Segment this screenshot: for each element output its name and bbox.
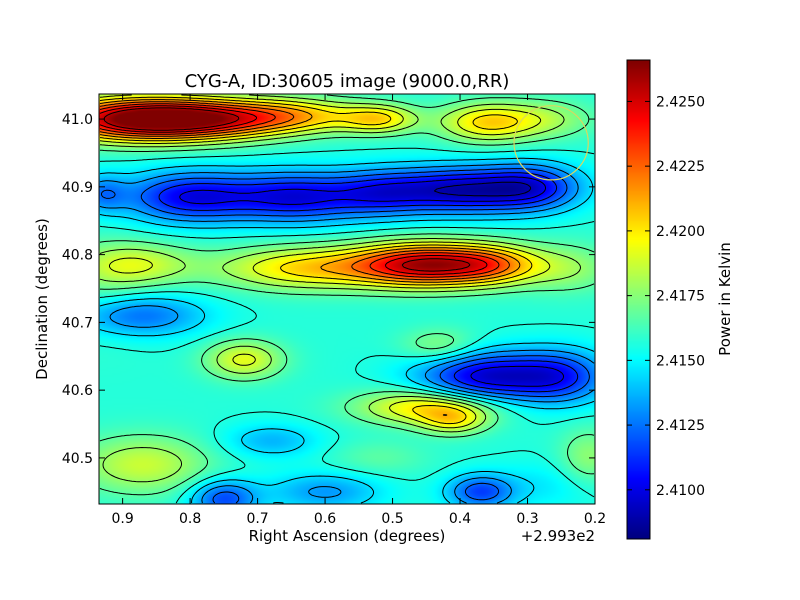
y-tick-label: 40.5 [62, 451, 93, 467]
x-axis-ticks: 0.9 0.8 0.7 0.6 0.5 0.4 0.3 0.2 [111, 94, 606, 527]
y-axis-ticks: 40.5 40.6 40.7 40.8 40.9 41.0 [62, 112, 595, 467]
colorbar-gradient [627, 60, 650, 539]
colorbar-frame [626, 59, 651, 540]
contour-path [99, 94, 595, 504]
colorbar: 2.4100 2.4125 2.4150 2.4175 2.4200 2.4225 2.42… [626, 59, 734, 540]
chart-title: CYG-A, ID:30605 image (9000.0,RR) [185, 71, 510, 92]
colorbar-label: Power in Kelvin [716, 242, 734, 356]
x-tick-label: 0.8 [179, 511, 201, 527]
x-tick-label: 0.7 [246, 511, 268, 527]
contour-lines [99, 94, 595, 504]
heatmap-image [99, 94, 595, 504]
y-tick-label: 40.7 [62, 315, 93, 331]
y-tick-label: 40.6 [62, 383, 93, 399]
colorbar-tick-label: 2.4200 [656, 224, 705, 240]
y-tick-label: 40.9 [62, 180, 93, 196]
y-tick-label: 40.8 [62, 248, 93, 264]
y-tick-label: 41.0 [62, 112, 93, 128]
x-axis-offset-label: +2.993e2 [521, 527, 595, 545]
plot-frame [98, 93, 596, 505]
colorbar-tick-label: 2.4150 [656, 353, 705, 369]
x-tick-label: 0.9 [111, 511, 133, 527]
x-tick-label: 0.4 [449, 511, 471, 527]
x-tick-label: 0.6 [314, 511, 336, 527]
colorbar-ticks: 2.4100 2.4125 2.4150 2.4175 2.4200 2.4225 2.42… [627, 94, 705, 499]
x-axis-label: Right Ascension (degrees) [249, 527, 446, 545]
x-tick-label: 0.2 [584, 511, 606, 527]
colorbar-tick-label: 2.4125 [656, 418, 705, 434]
colorbar-tick-label: 2.4175 [656, 289, 705, 305]
colorbar-tick-label: 2.4250 [656, 94, 705, 110]
x-tick-label: 0.3 [516, 511, 538, 527]
colorbar-tick-label: 2.4100 [656, 483, 705, 499]
y-axis-label: Declination (degrees) [33, 218, 51, 380]
source-marker-circle [513, 105, 589, 181]
plot-area: 0.9 0.8 0.7 0.6 0.5 0.4 0.3 0.2 40.540.640.740.… [62, 93, 606, 527]
x-tick-label: 0.5 [381, 511, 403, 527]
colorbar-tick-label: 2.4225 [656, 159, 705, 175]
